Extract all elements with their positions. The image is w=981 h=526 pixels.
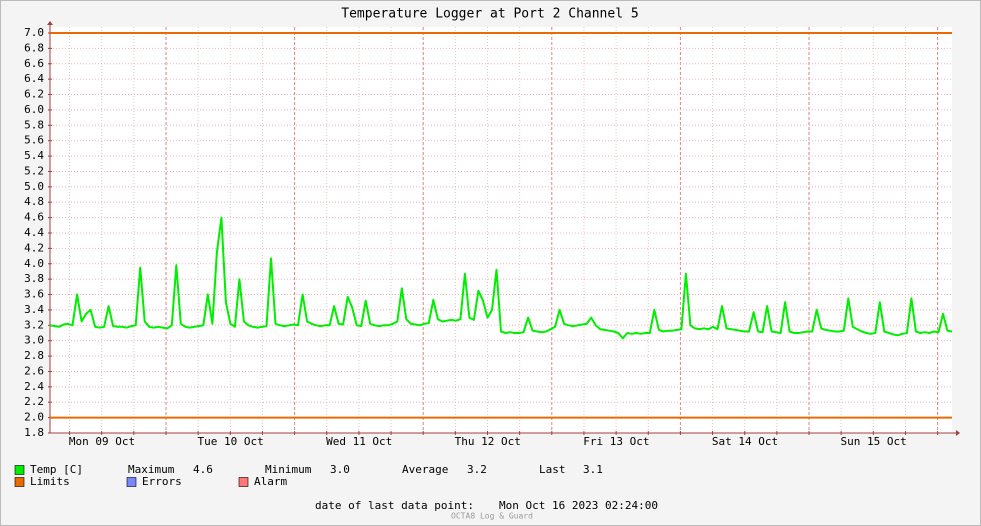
y-tick-label: 4.4 xyxy=(24,226,44,239)
legend-swatch xyxy=(14,465,25,475)
y-tick-label: 5.0 xyxy=(24,180,44,193)
y-tick-label: 5.6 xyxy=(24,134,44,147)
y-tick-label: 7.0 xyxy=(24,26,44,39)
stat-value: 3.0 xyxy=(330,463,350,476)
y-tick-label: 5.8 xyxy=(24,118,44,131)
y-tick-label: 3.6 xyxy=(24,288,44,301)
y-tick-label: 5.4 xyxy=(24,149,44,162)
y-tick-label: 2.2 xyxy=(24,395,44,408)
y-tick-label: 2.8 xyxy=(24,349,44,362)
x-tick-label: Fri 13 Oct xyxy=(583,435,649,448)
x-tick-label: Sun 15 Oct xyxy=(840,435,906,448)
y-tick-label: 6.6 xyxy=(24,57,44,70)
y-axis-arrow xyxy=(47,21,53,25)
legend-swatch xyxy=(238,477,249,487)
legend-swatch xyxy=(14,477,25,487)
y-tick-label: 5.2 xyxy=(24,164,44,177)
legend-label: Temp [C] xyxy=(30,463,83,476)
chart-title: Temperature Logger at Port 2 Channel 5 xyxy=(341,7,638,22)
y-tick-label: 2.0 xyxy=(24,411,44,424)
x-tick-label: Thu 12 Oct xyxy=(455,435,521,448)
y-tick-label: 4.6 xyxy=(24,211,44,224)
stat-value: 3.1 xyxy=(583,463,603,476)
y-tick-label: 3.8 xyxy=(24,272,44,285)
stat-name: Average xyxy=(402,463,448,476)
y-tick-label: 4.8 xyxy=(24,195,44,208)
y-tick-label: 6.4 xyxy=(24,72,44,85)
plot-area xyxy=(50,27,952,433)
y-tick-label: 3.2 xyxy=(24,318,44,331)
legend-label: Errors xyxy=(142,475,182,488)
y-tick-label: 4.2 xyxy=(24,241,44,254)
stat-value: 4.6 xyxy=(193,463,213,476)
footer-value: Mon Oct 16 2023 02:24:00 xyxy=(499,499,658,512)
x-tick-label: Sat 14 Oct xyxy=(712,435,778,448)
legend-label: Alarm xyxy=(254,475,287,488)
stat-name: Minimum xyxy=(265,463,312,476)
stat-name: Maximum xyxy=(128,463,175,476)
y-tick-label: 6.2 xyxy=(24,88,44,101)
legend-swatch xyxy=(126,477,137,487)
x-tick-label: Tue 10 Oct xyxy=(197,435,263,448)
legend-label: Limits xyxy=(30,475,70,488)
data-line xyxy=(49,216,953,340)
y-tick-label: 1.8 xyxy=(24,426,44,439)
y-tick-label: 2.4 xyxy=(24,380,44,393)
y-tick-label: 6.0 xyxy=(24,103,44,116)
y-tick-label: 3.4 xyxy=(24,303,44,316)
y-tick-label: 4.0 xyxy=(24,257,44,270)
y-tick-label: 2.6 xyxy=(24,364,44,377)
y-tick-label: 3.0 xyxy=(24,334,44,347)
x-tick-label: Mon 09 Oct xyxy=(69,435,135,448)
footer-label: date of last data point: xyxy=(315,499,474,512)
y-tick-label: 6.8 xyxy=(24,41,44,54)
stat-name: Last xyxy=(539,463,566,476)
stat-value: 3.2 xyxy=(467,463,487,476)
x-tick-label: Wed 11 Oct xyxy=(326,435,392,448)
x-axis-arrow xyxy=(956,430,960,436)
watermark: OCTA8 Log & Guard xyxy=(451,512,533,521)
